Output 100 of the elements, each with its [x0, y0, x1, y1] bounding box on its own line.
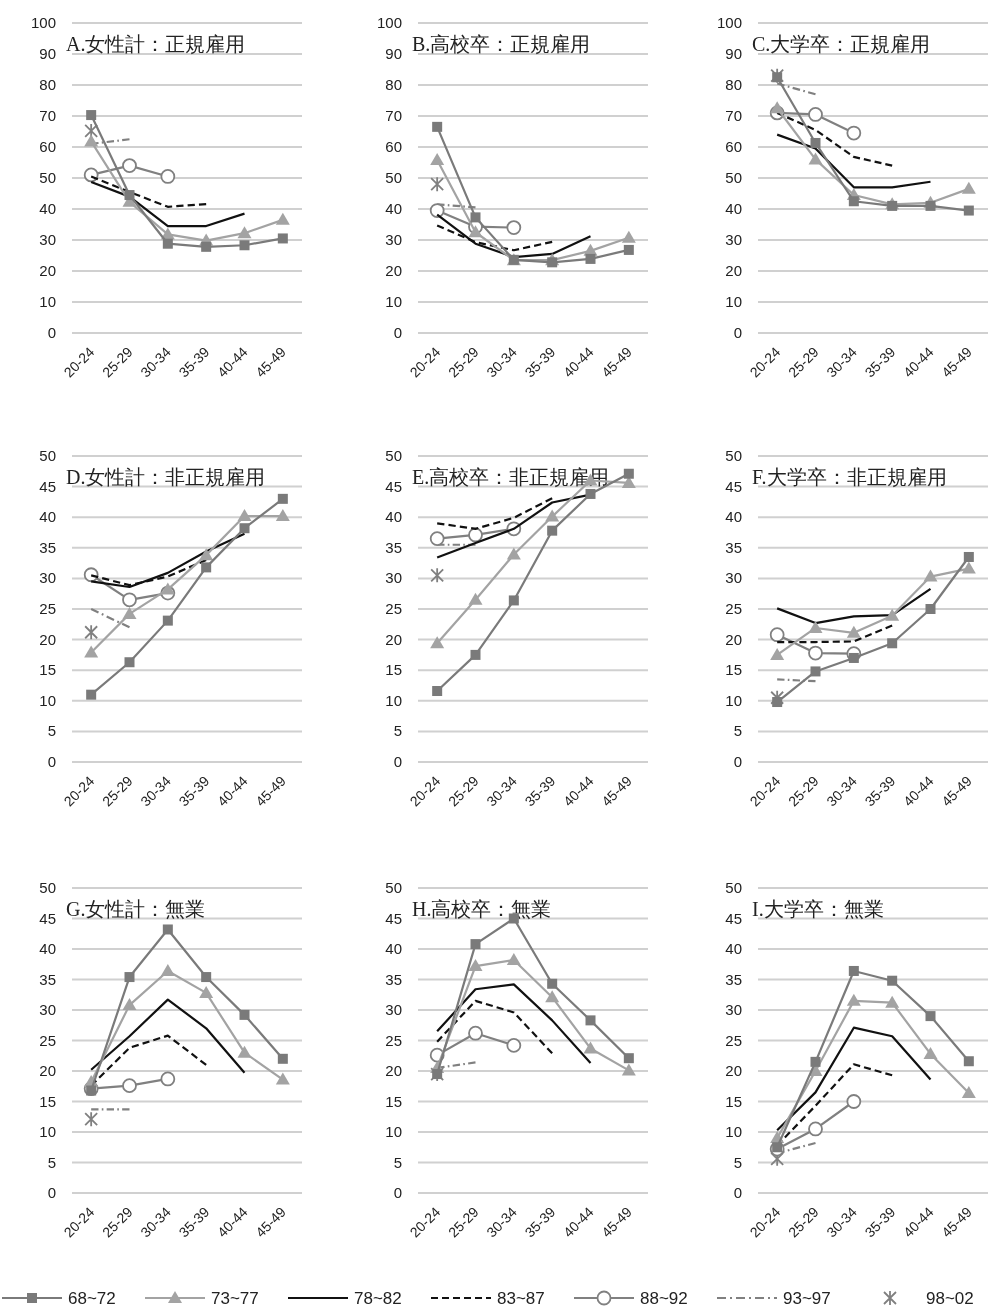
- legend-label: 73~77: [211, 1289, 259, 1308]
- y-tick-label: 100: [30, 14, 56, 31]
- y-tick-label: 0: [733, 1184, 742, 1201]
- legend-label: 68~72: [68, 1289, 116, 1308]
- y-tick-label: 0: [393, 1184, 402, 1201]
- y-tick-label: 0: [47, 1184, 56, 1201]
- y-tick-label: 20: [39, 630, 56, 648]
- legend-label: 98~02: [926, 1289, 974, 1308]
- text: D.女性計：非正規雇用: [66, 466, 266, 488]
- y-tick-label: 30: [385, 1001, 402, 1018]
- y-tick-label: 5: [47, 722, 56, 740]
- text: A.女性計：正規雇用: [66, 33, 246, 55]
- y-tick-label: 40: [385, 508, 402, 526]
- y-tick-label: 10: [725, 691, 742, 709]
- y-tick-label: 20: [725, 630, 742, 648]
- y-tick-label: 30: [725, 569, 742, 587]
- y-tick-label: 100: [716, 14, 742, 31]
- y-tick-label: 70: [39, 107, 56, 124]
- text: B.高校卒：正規雇用: [412, 33, 591, 55]
- y-tick-label: 30: [39, 1001, 56, 1018]
- y-tick-label: 90: [725, 45, 742, 62]
- y-tick-label: 20: [385, 630, 402, 648]
- legend-label: 83~87: [497, 1289, 545, 1308]
- y-tick-label: 50: [385, 879, 402, 896]
- y-tick-label: 15: [39, 1092, 56, 1110]
- y-tick-label: 35: [725, 538, 742, 556]
- y-tick-label: 25: [39, 1031, 56, 1049]
- y-tick-label: 30: [39, 231, 56, 248]
- y-tick-label: 0: [733, 753, 742, 770]
- y-tick-label: 0: [47, 324, 56, 341]
- y-tick-label: 10: [385, 1123, 402, 1140]
- y-tick-label: 45: [39, 477, 56, 495]
- y-tick-label: 15: [725, 1092, 742, 1110]
- y-tick-label: 80: [39, 76, 56, 93]
- y-tick-label: 35: [725, 970, 742, 988]
- y-tick-label: 50: [725, 879, 742, 896]
- y-tick-label: 15: [385, 661, 402, 679]
- y-tick-label: 40: [39, 200, 56, 217]
- y-tick-label: 80: [385, 76, 402, 93]
- y-tick-label: 40: [725, 940, 742, 957]
- y-tick-label: 15: [39, 661, 56, 679]
- y-tick-label: 10: [385, 691, 402, 709]
- text: G.女性計：無業: [66, 898, 206, 920]
- text: I.大学卒：無業: [752, 898, 884, 920]
- y-tick-label: 40: [39, 508, 56, 526]
- y-tick-label: 5: [733, 722, 742, 740]
- y-tick-label: 5: [393, 1153, 402, 1171]
- y-tick-label: 25: [385, 1031, 402, 1049]
- y-tick-label: 10: [39, 293, 56, 310]
- y-tick-label: 30: [725, 231, 742, 248]
- y-tick-label: 30: [385, 231, 402, 248]
- y-tick-label: 35: [385, 970, 402, 988]
- y-tick-label: 45: [39, 909, 56, 927]
- y-tick-label: 10: [39, 691, 56, 709]
- y-tick-label: 20: [725, 1062, 742, 1079]
- y-tick-label: 70: [725, 107, 742, 124]
- y-tick-label: 100: [376, 14, 402, 31]
- y-tick-label: 25: [385, 600, 402, 617]
- y-tick-label: 30: [39, 569, 56, 587]
- y-tick-label: 10: [39, 1123, 56, 1140]
- y-tick-label: 35: [385, 538, 402, 556]
- legend-label: 88~92: [640, 1289, 688, 1308]
- y-tick-label: 10: [385, 293, 402, 310]
- text: F.大学卒：非正規雇用: [752, 466, 947, 488]
- y-tick-label: 45: [725, 477, 742, 495]
- y-tick-label: 60: [725, 138, 742, 155]
- y-tick-label: 5: [47, 1153, 56, 1171]
- y-tick-label: 50: [39, 447, 56, 464]
- y-tick-label: 0: [47, 753, 56, 770]
- y-tick-label: 20: [39, 1062, 56, 1079]
- y-tick-label: 70: [385, 107, 402, 124]
- y-tick-label: 40: [725, 200, 742, 217]
- y-tick-label: 50: [39, 879, 56, 896]
- y-tick-label: 40: [39, 940, 56, 957]
- legend-label: 78~82: [354, 1289, 402, 1308]
- y-tick-label: 35: [39, 970, 56, 988]
- y-tick-label: 20: [385, 262, 402, 279]
- y-tick-label: 30: [725, 1001, 742, 1018]
- y-tick-label: 0: [733, 324, 742, 341]
- y-tick-label: 15: [725, 661, 742, 679]
- y-tick-label: 50: [385, 169, 402, 186]
- y-tick-label: 35: [39, 538, 56, 556]
- y-tick-label: 20: [39, 262, 56, 279]
- y-tick-label: 30: [385, 569, 402, 587]
- y-tick-label: 40: [385, 940, 402, 957]
- y-tick-label: 40: [725, 508, 742, 526]
- y-tick-label: 25: [39, 600, 56, 617]
- y-tick-label: 20: [725, 262, 742, 279]
- y-tick-label: 0: [393, 324, 402, 341]
- y-tick-label: 10: [725, 1123, 742, 1140]
- y-tick-label: 60: [385, 138, 402, 155]
- y-tick-label: 25: [725, 600, 742, 617]
- legend-label: 93~97: [783, 1289, 831, 1308]
- text: C.大学卒：正規雇用: [752, 33, 931, 55]
- y-tick-label: 5: [393, 722, 402, 740]
- y-tick-label: 45: [385, 909, 402, 927]
- y-tick-label: 20: [385, 1062, 402, 1079]
- y-tick-label: 90: [385, 45, 402, 62]
- y-tick-label: 50: [39, 169, 56, 186]
- y-tick-label: 45: [725, 909, 742, 927]
